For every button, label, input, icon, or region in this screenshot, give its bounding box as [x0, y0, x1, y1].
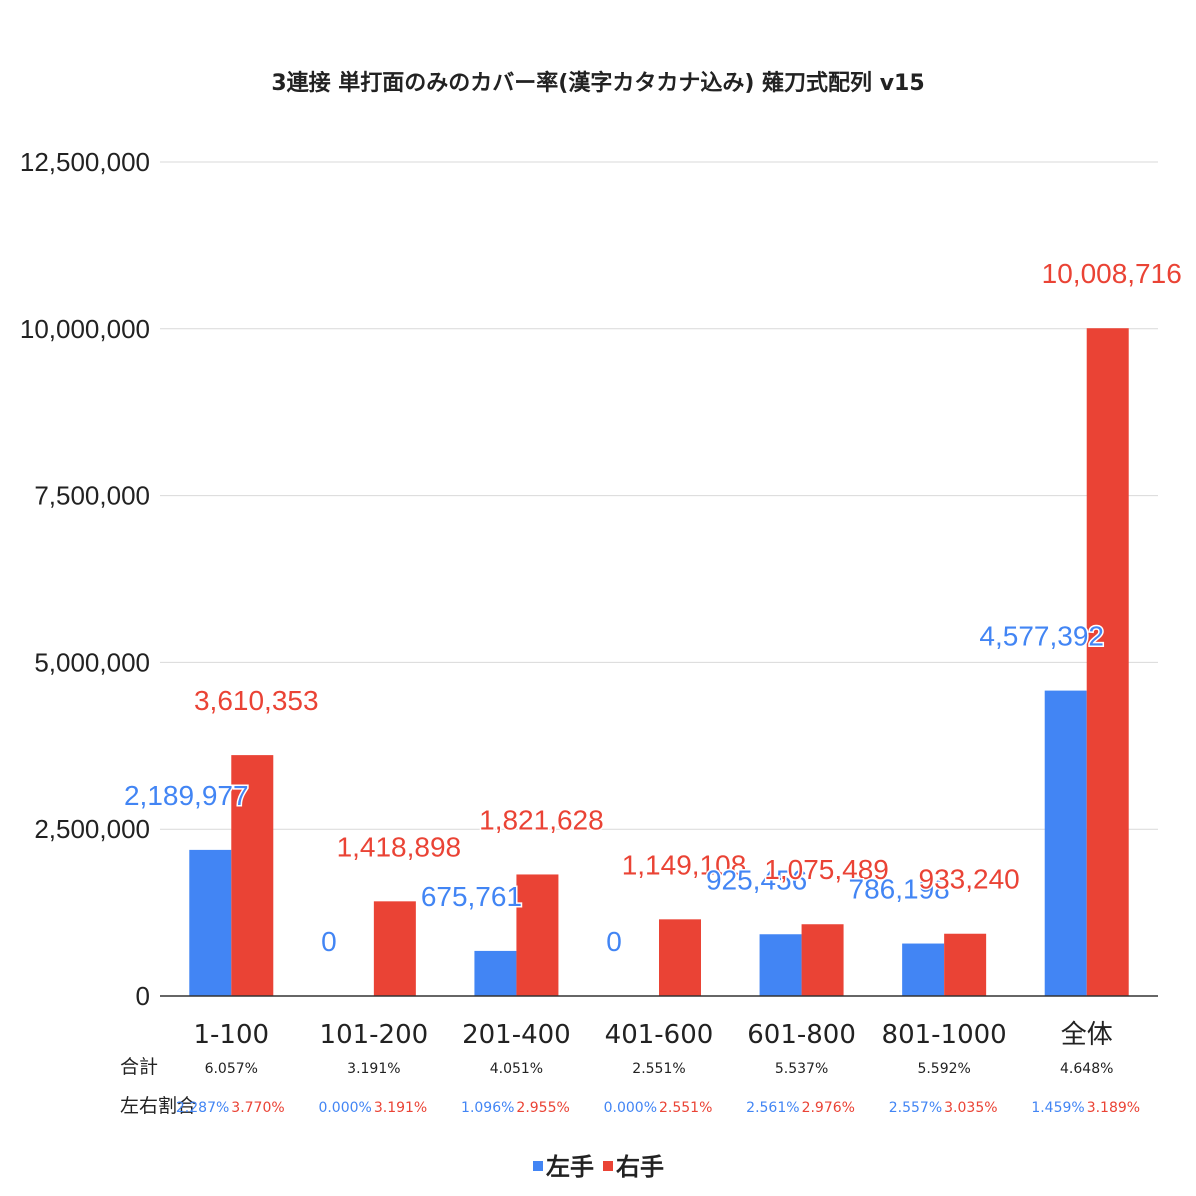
y-tick-label: 10,000,000 [20, 314, 150, 344]
total-value: 5.592% [917, 1061, 970, 1077]
right-ratio-value: 3.035% [944, 1100, 997, 1116]
legend-swatch [533, 1161, 543, 1171]
y-tick-label: 5,000,000 [34, 647, 150, 677]
right-ratio-value: 3.189% [1087, 1100, 1140, 1116]
right-ratio-value: 2.551% [659, 1100, 712, 1116]
data-label-left: 675,761 [421, 881, 522, 912]
left-ratio-value: 0.000% [604, 1100, 657, 1116]
legend-label: 左手 [546, 1153, 594, 1181]
bars [189, 328, 1129, 996]
data-label-left: 925,456 [706, 864, 807, 895]
right-ratio-value: 3.770% [231, 1100, 284, 1116]
bar-right [231, 755, 274, 996]
data-label-right: 1,821,628 [479, 804, 604, 835]
data-label-left: 2,189,977 [124, 780, 249, 811]
y-tick-label: 12,500,000 [20, 147, 150, 177]
data-label-right: 1,075,489 [764, 854, 889, 885]
left-ratio-value: 2.557% [889, 1100, 942, 1116]
data-label-left: 786,198 [849, 874, 950, 905]
ratio-row-label: 左右割合 [120, 1095, 196, 1117]
right-ratio-value: 2.976% [802, 1100, 855, 1116]
total-value: 4.051% [490, 1061, 543, 1077]
x-tick-label: 801-1000 [882, 1020, 1007, 1050]
legend-label: 右手 [616, 1153, 664, 1181]
x-tick-label: 全体 [1061, 1020, 1113, 1050]
bar-left [759, 934, 802, 996]
left-ratio-value: 2.561% [746, 1100, 799, 1116]
chart-title: 3連接 単打面のみのカバー率(漢字カタカナ込み) 薙刀式配列 v15 [271, 70, 924, 96]
total-value: 2.551% [632, 1061, 685, 1077]
data-label-right: 1,418,898 [337, 831, 462, 862]
gridlines [160, 161, 1158, 830]
x-tick-label: 201-400 [462, 1020, 571, 1050]
right-ratio-value: 2.955% [516, 1100, 569, 1116]
bar-right [659, 919, 701, 996]
left-ratio-value: 1.096% [461, 1100, 514, 1116]
bar-left [902, 943, 945, 996]
legend-swatch [603, 1161, 613, 1171]
total-value: 6.057% [205, 1061, 258, 1077]
left-ratio-value: 1.459% [1031, 1100, 1084, 1116]
bar-right [516, 874, 559, 996]
left-ratio-value: 0.000% [318, 1100, 371, 1116]
total-value: 5.537% [775, 1061, 828, 1077]
data-label-right: 933,240 [919, 864, 1020, 895]
bar-right [801, 924, 844, 996]
y-tick-label: 2,500,000 [34, 814, 150, 844]
x-tick-label: 101-200 [320, 1020, 429, 1050]
legend: 左手 右手 [533, 1153, 664, 1181]
total-value: 4.648% [1060, 1061, 1113, 1077]
right-ratio-value: 3.191% [374, 1100, 427, 1116]
bar-left [189, 849, 232, 996]
x-tick-label: 601-800 [747, 1020, 856, 1050]
y-tick-label: 0 [136, 981, 150, 1011]
data-label-left: 4,577,392 [979, 621, 1104, 652]
y-tick-label: 7,500,000 [34, 481, 150, 511]
data-label-right: 1,149,108 [622, 849, 747, 880]
bar-right [1086, 328, 1129, 996]
bar-left [1044, 690, 1087, 996]
x-axis-ticks: 1-100 101-200 201-400 401-600 601-800 801-100… [194, 1020, 1113, 1050]
bar-right [373, 901, 416, 996]
left-ratio-value: 2.287% [176, 1100, 229, 1116]
data-label-left: 0 [606, 926, 622, 957]
total-value: 3.191% [347, 1061, 400, 1077]
x-tick-label: 1-100 [194, 1020, 270, 1050]
bar-left [474, 950, 517, 996]
total-row-label: 合計 [120, 1056, 158, 1078]
summary-table: 6.057%2.287% 3.770%3.191%0.000% 3.191%4.05… [176, 1061, 1140, 1116]
data-label-left: 0 [321, 926, 337, 957]
data-label-right: 10,008,716 [1042, 258, 1182, 289]
data-labels: 2,189,977 3,610,353 0 1,418,898 675,761 1,821… [122, 257, 1183, 959]
bar-right [944, 933, 987, 996]
x-tick-label: 401-600 [605, 1020, 714, 1050]
y-axis-ticks: 0 2,500,000 5,000,000 7,500,000 10,000,000 12… [20, 147, 150, 1011]
data-label-right: 3,610,353 [194, 685, 319, 716]
